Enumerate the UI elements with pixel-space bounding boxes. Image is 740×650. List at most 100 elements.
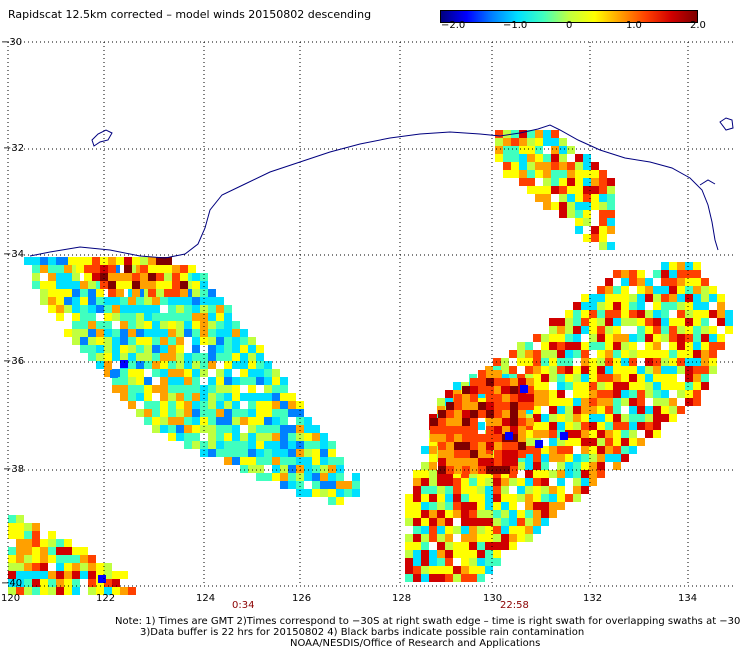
wind-cell	[573, 334, 581, 342]
wind-cell	[701, 350, 709, 358]
wind-cell	[200, 393, 208, 401]
wind-cell	[352, 473, 360, 481]
wind-cell	[477, 550, 485, 558]
wind-cell	[64, 305, 72, 313]
wind-cell	[248, 377, 256, 385]
wind-cell	[56, 587, 64, 595]
wind-cell	[192, 313, 200, 321]
wind-cell	[72, 297, 80, 305]
wind-cell	[565, 446, 573, 454]
wind-cell	[200, 281, 208, 289]
wind-cell	[421, 566, 429, 574]
wind-cell	[56, 305, 64, 313]
wind-cell	[509, 366, 517, 374]
wind-cell	[685, 350, 693, 358]
wind-cell	[493, 510, 501, 518]
wind-cell	[445, 550, 453, 558]
wind-cell	[565, 310, 573, 318]
wind-cell	[503, 146, 511, 154]
wind-cell	[128, 587, 136, 595]
wind-cell	[565, 414, 573, 422]
wind-cell	[573, 318, 581, 326]
wind-cell	[304, 433, 312, 441]
wind-cell	[304, 465, 312, 473]
wind-cell	[256, 417, 264, 425]
wind-cell	[485, 534, 493, 542]
wind-cell	[124, 265, 132, 273]
wind-cell	[597, 406, 605, 414]
wind-cell	[224, 449, 232, 457]
wind-cell	[629, 318, 637, 326]
wind-cell	[112, 313, 120, 321]
wind-cell	[493, 534, 501, 542]
wind-cell	[518, 434, 526, 442]
wind-cell	[477, 558, 485, 566]
wind-cell	[567, 178, 575, 186]
wind-cell	[565, 342, 573, 350]
wind-cell	[72, 329, 80, 337]
wind-cell	[589, 390, 597, 398]
wind-cell	[32, 273, 40, 281]
wind-cell	[559, 138, 567, 146]
wind-cell	[503, 162, 511, 170]
wind-cell	[478, 402, 486, 410]
wind-cell	[597, 286, 605, 294]
wind-cell	[24, 579, 32, 587]
wind-cell	[599, 226, 607, 234]
wind-cell	[48, 555, 56, 563]
wind-cell	[478, 458, 486, 466]
wind-cell	[677, 334, 685, 342]
wind-cell	[454, 458, 462, 466]
wind-cell	[240, 369, 248, 377]
wind-cell	[605, 302, 613, 310]
wind-cell	[429, 470, 437, 478]
wind-cell	[461, 510, 469, 518]
wind-cell	[152, 337, 160, 345]
wind-cell	[503, 130, 511, 138]
wind-cell	[112, 571, 120, 579]
wind-cell	[653, 302, 661, 310]
wind-cell	[232, 321, 240, 329]
wind-cell	[336, 489, 344, 497]
wind-cell	[533, 446, 541, 454]
wind-cell	[557, 406, 565, 414]
wind-cell	[32, 539, 40, 547]
wind-cell	[493, 558, 501, 566]
lat-label: −30	[1, 37, 23, 48]
wind-cell	[517, 350, 525, 358]
wind-cell	[240, 329, 248, 337]
wind-cell	[429, 478, 437, 486]
wind-cell	[551, 170, 559, 178]
wind-cell	[216, 337, 224, 345]
wind-cell	[669, 414, 677, 422]
wind-cell	[485, 510, 493, 518]
wind-cell	[48, 265, 56, 273]
wind-cell	[272, 417, 280, 425]
wind-cell	[120, 369, 128, 377]
wind-cell	[685, 382, 693, 390]
wind-cell	[510, 442, 518, 450]
wind-cell	[470, 442, 478, 450]
wind-cell	[461, 534, 469, 542]
wind-cell	[495, 146, 503, 154]
wind-cell	[599, 186, 607, 194]
wind-cell	[192, 417, 200, 425]
wind-cell	[693, 318, 701, 326]
wind-cell	[470, 386, 478, 394]
wind-cell	[575, 194, 583, 202]
wind-cell	[629, 446, 637, 454]
wind-cell	[100, 273, 108, 281]
wind-cell	[493, 478, 501, 486]
wind-cell	[232, 345, 240, 353]
wind-cell	[232, 385, 240, 393]
wind-cell	[413, 526, 421, 534]
wind-cell	[160, 313, 168, 321]
wind-cell	[501, 534, 509, 542]
wind-cell	[200, 409, 208, 417]
wind-cell	[148, 289, 156, 297]
wind-cell	[192, 441, 200, 449]
wind-cell	[597, 366, 605, 374]
wind-cell	[549, 430, 557, 438]
wind-cell	[589, 294, 597, 302]
wind-cell	[192, 377, 200, 385]
